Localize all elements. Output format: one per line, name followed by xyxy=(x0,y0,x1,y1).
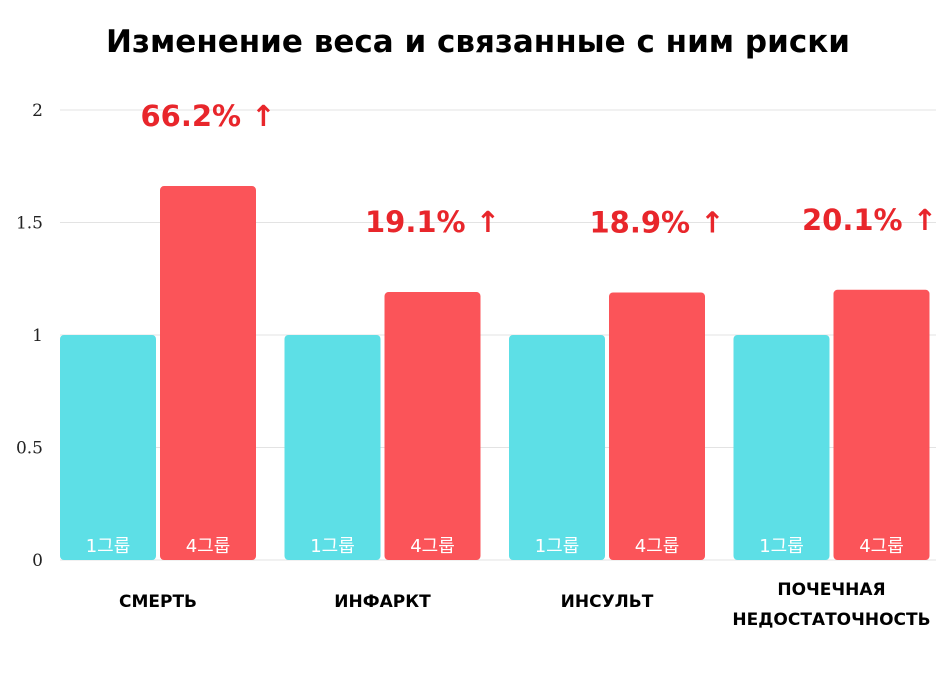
bar-series-label: 1그룹 xyxy=(535,536,580,557)
bar-labels: 1그룹 4그룹 1그룹 4그룹 1그룹 4그룹 1그룹 4그룹 xyxy=(86,536,904,557)
bar-series-label: 4그룹 xyxy=(635,536,680,557)
category-label: ИНФАРКТ xyxy=(334,592,431,612)
percent-annotation: 19.1% ↑ xyxy=(365,205,500,239)
bar-1-1 xyxy=(60,335,156,560)
bar-series-label: 4그룹 xyxy=(410,536,455,557)
bar-series-label: 1그룹 xyxy=(759,536,804,557)
y-axis-ticks: 0 0.5 1 1.5 2 xyxy=(16,101,43,571)
category-label: СМЕРТЬ xyxy=(119,592,197,612)
bar-series-label: 4그룹 xyxy=(186,536,231,557)
chart-title: Изменение веса и связанные с ним риски xyxy=(106,24,850,60)
x-axis-categories: СМЕРТЬ ИНФАРКТ ИНСУЛЬТ ПОЧЕЧНАЯ НЕДОСТАТОЧНО… xyxy=(119,580,931,630)
y-tick-label: 0 xyxy=(32,551,43,571)
y-tick-label: 1 xyxy=(32,326,43,346)
bar-1-2 xyxy=(284,335,381,560)
bar-2-1 xyxy=(160,186,256,561)
percent-annotation: 20.1% ↑ xyxy=(802,203,937,237)
bar-series-label: 4그룹 xyxy=(859,536,904,557)
bar-1-4 xyxy=(733,335,830,560)
category-label: ИНСУЛЬТ xyxy=(561,592,654,612)
annotations: 66.2% ↑ 19.1% ↑ 18.9% ↑ 20.1% ↑ xyxy=(140,99,937,239)
bar-series-label: 1그룹 xyxy=(86,536,131,557)
bar-2-3 xyxy=(609,292,705,560)
percent-annotation: 18.9% ↑ xyxy=(589,205,724,239)
bars xyxy=(60,186,930,561)
y-tick-label: 0.5 xyxy=(16,439,43,459)
category-label: ПОЧЕЧНАЯ НЕДОСТАТОЧНОСТЬ xyxy=(732,580,930,630)
bar-1-3 xyxy=(509,335,605,560)
bar-2-4 xyxy=(833,289,930,560)
bar-2-2 xyxy=(384,292,481,560)
y-tick-label: 2 xyxy=(32,101,43,121)
y-tick-label: 1.5 xyxy=(16,214,43,234)
bar-series-label: 1그룹 xyxy=(310,536,355,557)
percent-annotation: 66.2% ↑ xyxy=(140,99,275,133)
